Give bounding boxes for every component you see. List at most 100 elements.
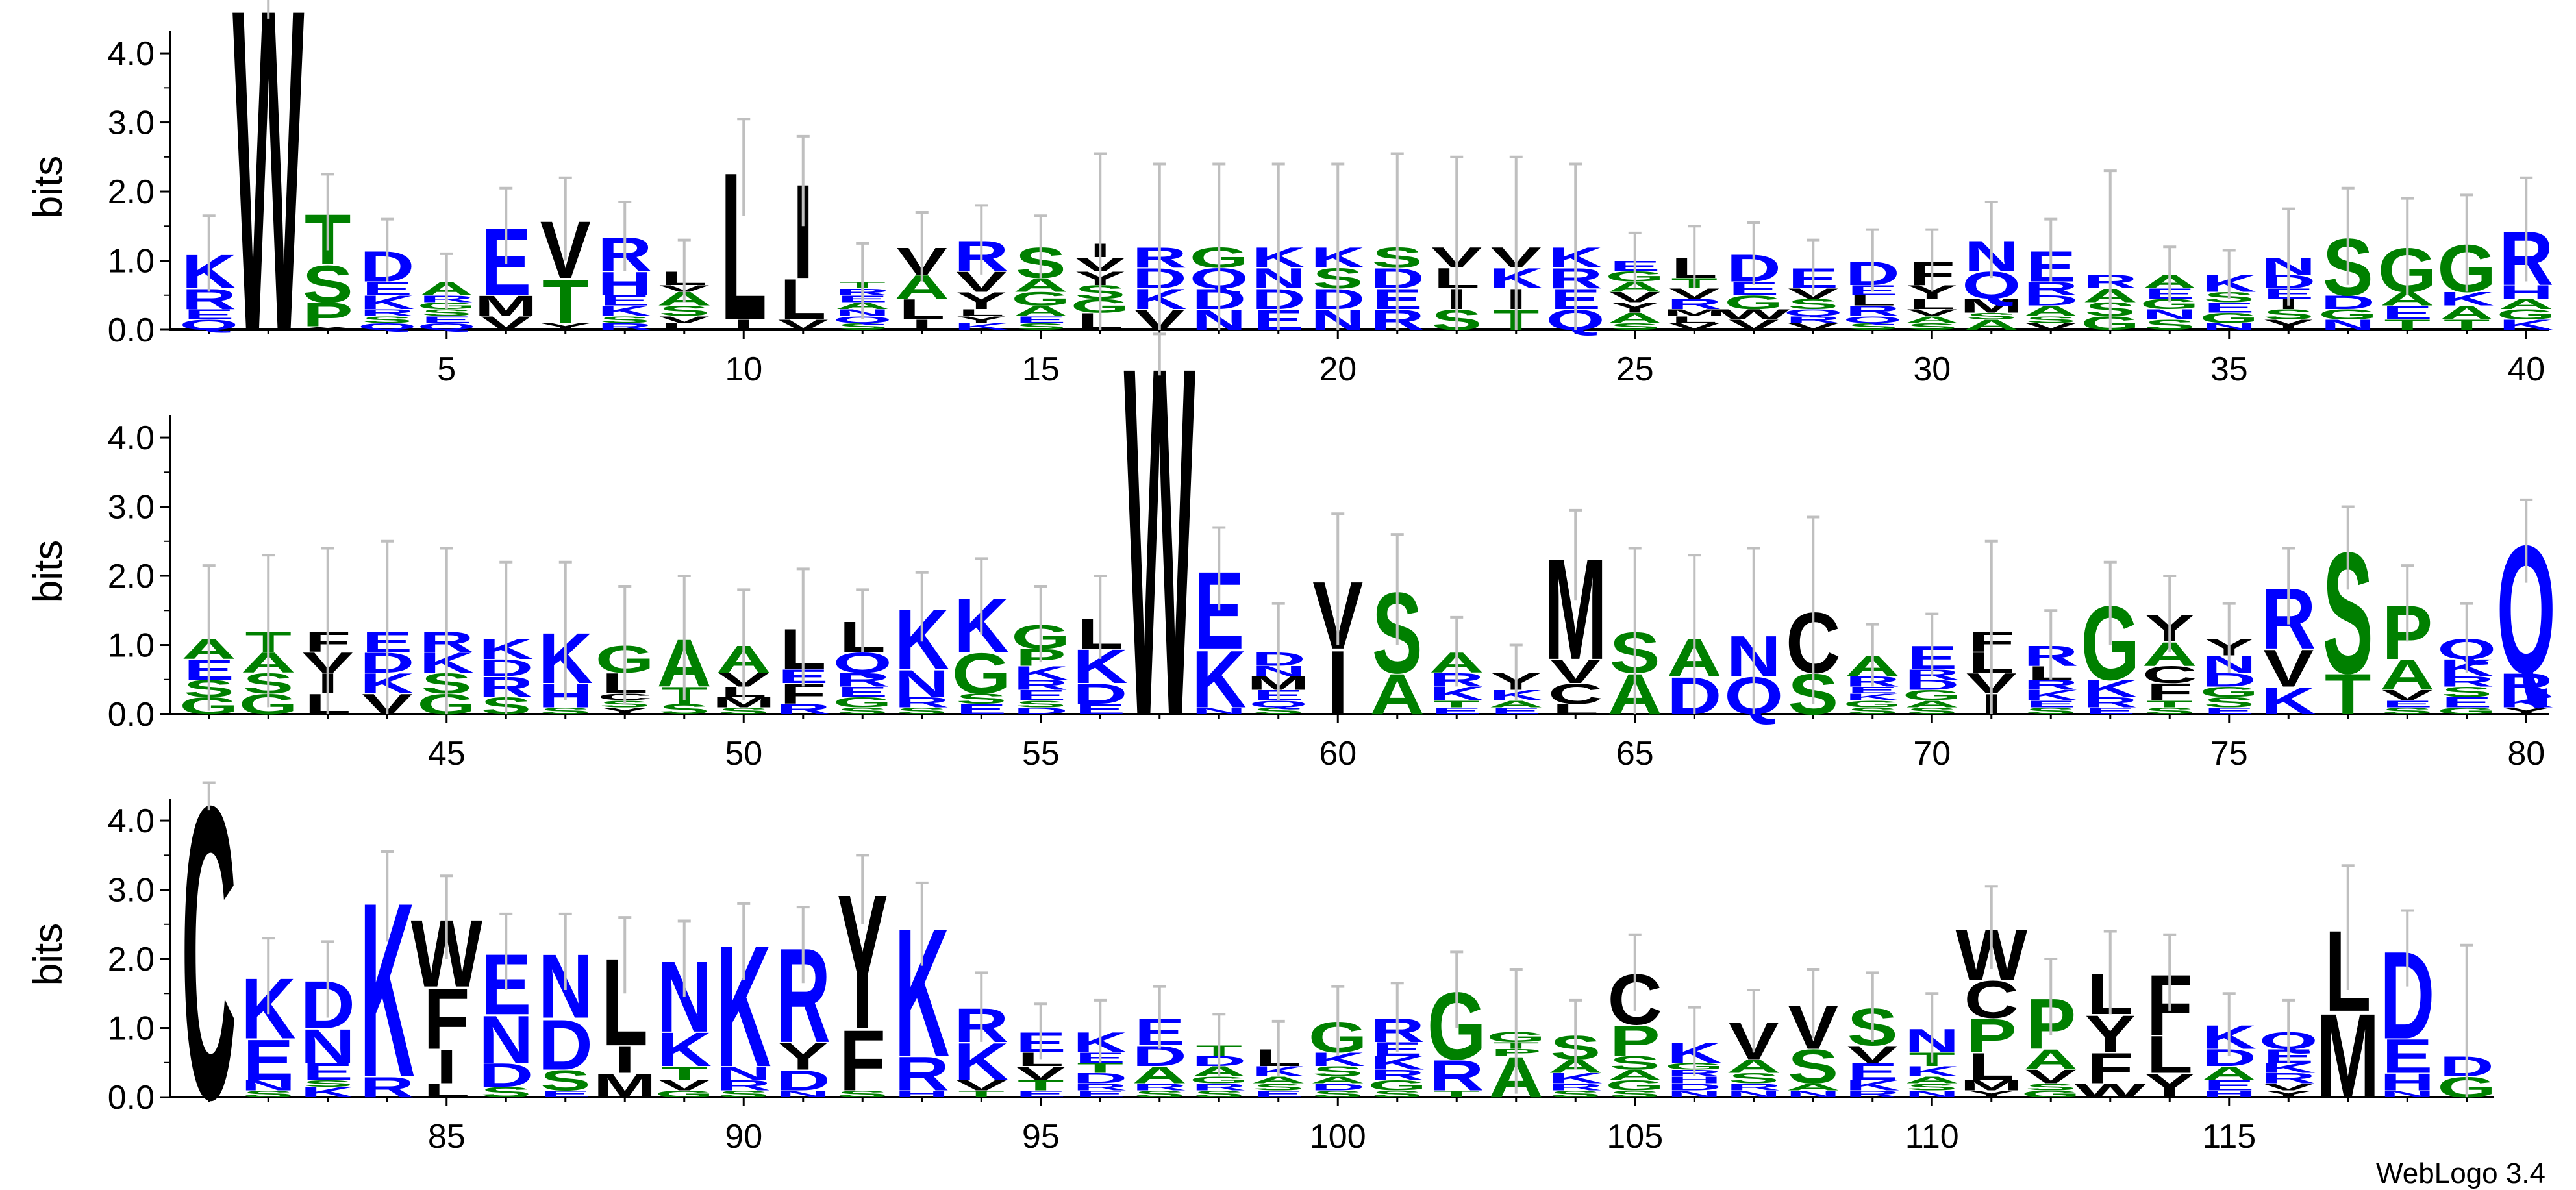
logo-letter: T — [1077, 1060, 1123, 1076]
logo-letter: E — [1431, 706, 1482, 717]
logo-letter: R — [716, 1077, 771, 1093]
logo-letter: C — [1964, 971, 2019, 1029]
logo-column-26: VLMRVTL — [1663, 225, 1726, 332]
logo-letter: R — [895, 1047, 949, 1100]
logo-letter: Y — [540, 321, 591, 332]
y-tick-label: 2.0 — [108, 941, 155, 978]
logo-letter: E — [2204, 299, 2255, 316]
logo-letter: E — [599, 293, 650, 309]
logo-letter: K — [2499, 317, 2553, 333]
logo-letter: N — [1786, 1089, 1840, 1100]
y-tick-label: 1.0 — [108, 1010, 155, 1048]
logo-letter: V — [1847, 1041, 1898, 1068]
y-tick-label: 0.0 — [108, 696, 155, 734]
logo-letter: P — [303, 296, 353, 334]
logo-letter: T — [661, 1063, 707, 1084]
logo-letter: S — [303, 255, 353, 314]
logo-letter: R — [895, 694, 949, 710]
logo-letter: S — [1847, 706, 1898, 717]
logo-letter: L — [661, 321, 707, 332]
logo-letter: H — [1667, 1074, 1721, 1085]
logo-letter: L — [2147, 1026, 2193, 1084]
logo-letter: R — [776, 701, 831, 717]
logo-letter: S — [2204, 694, 2255, 710]
logo-letter: V — [2025, 1066, 2076, 1087]
logo-letter: V — [2382, 688, 2432, 704]
logo-letter: A — [2202, 1063, 2257, 1084]
logo-letter: F — [2087, 1045, 2133, 1093]
logo-column-93: HRK — [895, 881, 949, 1100]
logo-letter: R — [2023, 278, 2078, 299]
x-tick-label: 95 — [1022, 1118, 1060, 1156]
y-axis-title: bits — [26, 923, 71, 985]
logo-letter: K — [360, 292, 414, 314]
logo-letter: H — [2202, 1089, 2257, 1100]
logo-column-70: SAGDRE — [1903, 612, 1962, 716]
logo-letter: E — [303, 1059, 353, 1085]
logo-letter: N — [301, 1019, 355, 1072]
y-tick-label: 4.0 — [108, 802, 155, 840]
logo-letter: Y — [599, 706, 650, 717]
logo-letter: I — [614, 1038, 635, 1081]
logo-letter: K — [2083, 676, 2138, 702]
logo-letter: Y — [2144, 1067, 2195, 1105]
logo-letter: I — [436, 1039, 457, 1093]
logo-column-12: SQNAERT — [833, 242, 892, 332]
logo-letter: E — [540, 1089, 591, 1100]
logo-letter: K — [1845, 691, 1900, 702]
logo-letter: S — [1610, 1052, 1660, 1074]
logo-letter: V — [1788, 321, 1839, 332]
logo-letter: Y — [2085, 1005, 2136, 1063]
y-tick-label: 1.0 — [108, 627, 155, 665]
logo-letter: T — [2325, 662, 2371, 726]
logo-letter: R — [1548, 1082, 1603, 1093]
y-tick-label: 0.0 — [108, 1079, 155, 1117]
logo-column-67: QN — [1724, 547, 1783, 726]
logo-letter: R — [1845, 303, 1900, 319]
logo-letter: Y — [2263, 1089, 2314, 1100]
logo-letter: Q — [1784, 307, 1843, 318]
logo-letter: G — [952, 641, 1011, 706]
logo-letter: E — [1075, 701, 1125, 717]
logo-letter: E — [956, 701, 1007, 717]
logo-letter: G — [2199, 684, 2258, 700]
logo-letter: V — [2263, 1082, 2314, 1093]
x-tick-label: 55 — [1022, 735, 1060, 773]
logo-letter: A — [1489, 699, 1544, 710]
logo-letter: T — [1018, 1077, 1064, 1093]
logo-letter: I — [912, 317, 932, 333]
logo-letter: E — [2025, 699, 2076, 710]
logo-letter: E — [1253, 1089, 1304, 1100]
x-tick-label: 80 — [2507, 735, 2545, 773]
logo-letter: S — [481, 1084, 531, 1100]
logo-letter: Q — [833, 314, 892, 325]
logo-letter: G — [655, 1089, 714, 1100]
logo-letter: S — [599, 314, 650, 325]
logo-letter: N — [1727, 1089, 1781, 1100]
logo-letter: Y — [956, 288, 1007, 314]
logo-column-69: SGKERA — [1843, 623, 1902, 717]
logo-letter: N — [1905, 1089, 1959, 1100]
logo-letter: S — [1907, 321, 1957, 332]
logo-column-60: IV — [1312, 512, 1363, 734]
logo-letter: K — [2499, 694, 2553, 710]
x-tick-label: 115 — [2202, 1118, 2256, 1156]
logo-letter: D — [479, 1057, 533, 1095]
logo-letter: R — [2083, 694, 2138, 710]
y-tick-label: 4.0 — [108, 419, 155, 457]
logo-column-66: DA — [1667, 554, 1721, 726]
logo-letter: K — [2440, 288, 2494, 310]
logo-letter: D — [1905, 677, 1959, 693]
x-tick-label: 65 — [1616, 735, 1654, 773]
logo-letter: H — [895, 1089, 949, 1100]
logo-letter: E — [837, 684, 888, 700]
logo-letter: R — [1132, 1082, 1187, 1093]
